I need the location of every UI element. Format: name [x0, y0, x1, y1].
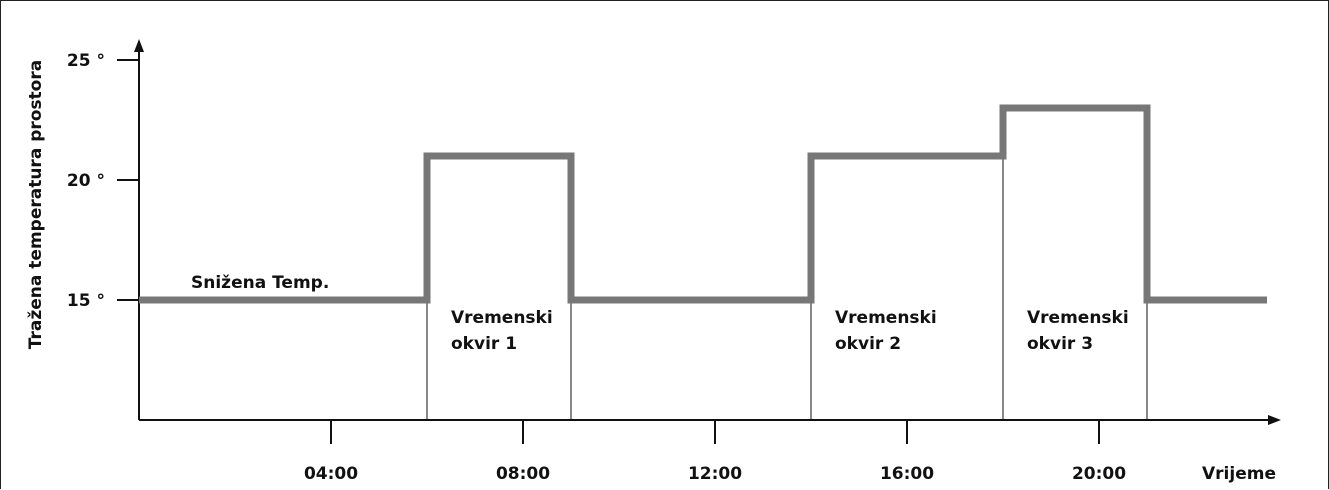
time-window-label-2: okvir 2 [835, 334, 901, 354]
time-window-label-3: okvir 3 [1027, 334, 1093, 354]
x-tick-label: 12:00 [688, 464, 742, 484]
x-axis-label: Vrijeme [1202, 464, 1276, 484]
x-tick-label: 16:00 [880, 464, 934, 484]
time-window-label-2: Vremenski [835, 308, 937, 328]
x-tick-label: 20:00 [1072, 464, 1126, 484]
y-tick-label: 25 ° [67, 51, 105, 71]
x-tick-label: 08:00 [496, 464, 550, 484]
x-tick-label: 04:00 [304, 464, 358, 484]
reduced-temp-annotation: Snižena Temp. [191, 273, 329, 293]
y-tick-label: 15 ° [67, 291, 105, 311]
y-axis-label: Tražena temperatura prostora [26, 60, 46, 349]
time-window-label-1: Vremenski [451, 308, 553, 328]
time-window-label-3: Vremenski [1027, 308, 1129, 328]
y-axis-arrow [134, 39, 144, 52]
y-tick-label: 20 ° [67, 171, 105, 191]
temperature-step-line [139, 104, 1267, 304]
time-window-label-1: okvir 1 [451, 334, 517, 354]
x-axis-arrow [1268, 415, 1281, 425]
